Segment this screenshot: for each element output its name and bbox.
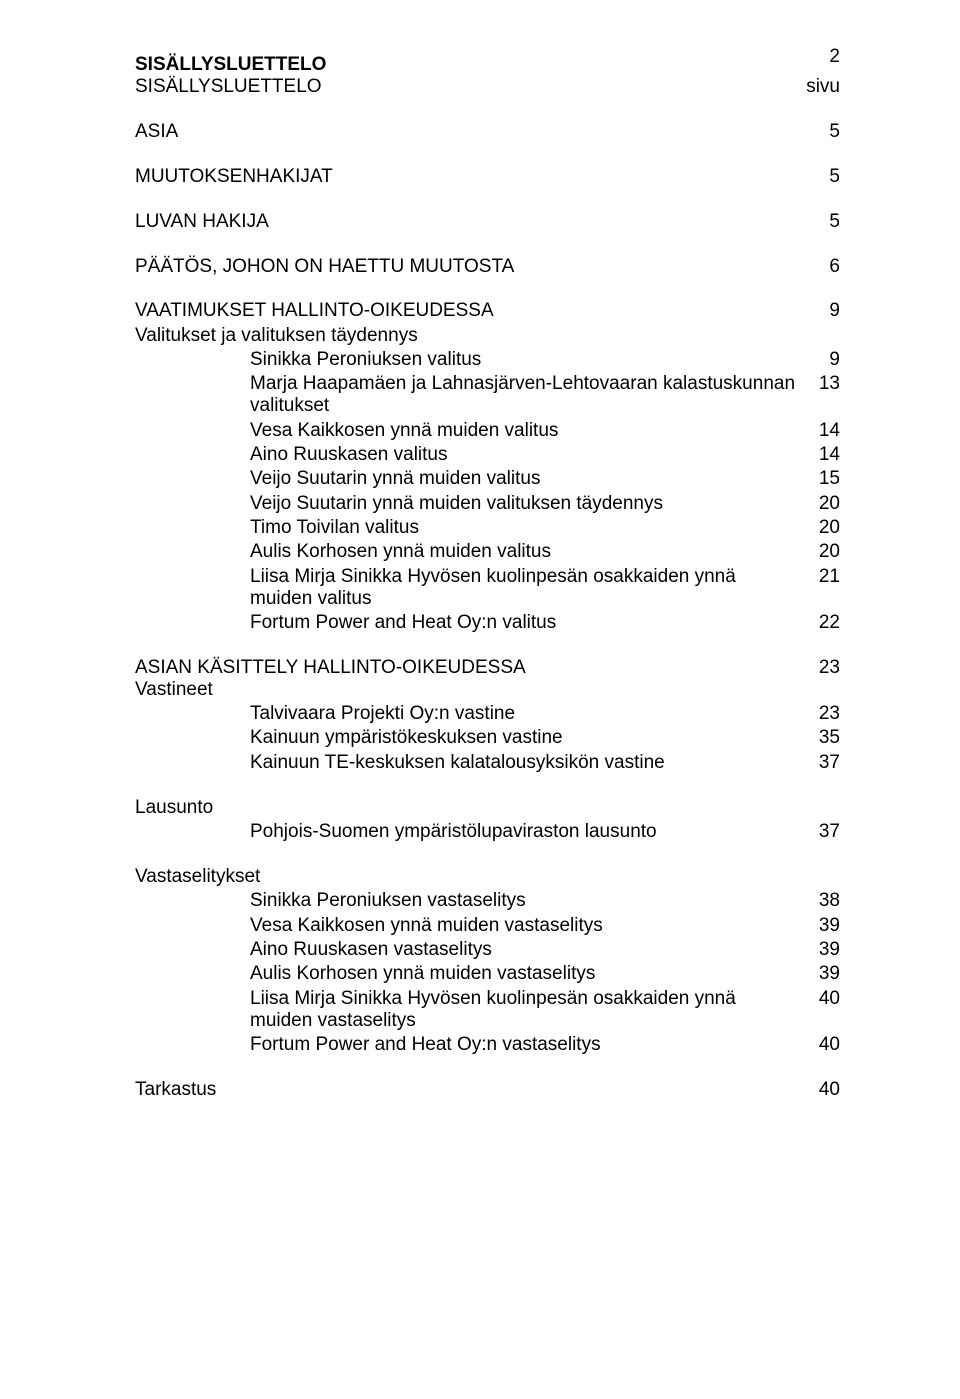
toc-label: Aino Ruuskasen valitus <box>250 444 812 466</box>
toc-page: 20 <box>812 541 840 563</box>
toc-page: 38 <box>812 890 840 912</box>
toc-page: 40 <box>812 1034 840 1056</box>
toc-label: Sinikka Peroniuksen vastaselitys <box>250 890 812 912</box>
toc-page: 5 <box>812 121 840 143</box>
toc-label: ASIAN KÄSITTELY HALLINTO-OIKEUDESSA <box>135 657 812 679</box>
toc-label: Tarkastus <box>135 1079 812 1101</box>
toc-label: Liisa Mirja Sinikka Hyvösen kuolinpesän … <box>250 566 812 610</box>
toc-page: 23 <box>812 657 840 679</box>
toc-label: Kainuun TE-keskuksen kalatalousyksikön v… <box>250 752 812 774</box>
toc-entry: Valitukset ja valituksen täydennys <box>135 325 840 347</box>
toc-page <box>812 325 840 347</box>
toc-label: Vesa Kaikkosen ynnä muiden vastaselitys <box>250 915 812 937</box>
toc-page: 40 <box>812 1079 840 1101</box>
toc-page: 20 <box>812 493 840 515</box>
toc-label: Talvivaara Projekti Oy:n vastine <box>250 703 812 725</box>
toc-entry: Fortum Power and Heat Oy:n vastaselitys … <box>250 1034 840 1056</box>
toc-label: Aulis Korhosen ynnä muiden vastaselitys <box>250 963 812 985</box>
toc-heading: SISÄLLYSLUETTELO <box>135 54 840 76</box>
sivu-label: sivu <box>806 76 840 98</box>
toc-entry: Sinikka Peroniuksen valitus 9 <box>250 349 840 371</box>
toc-page: 22 <box>812 612 840 634</box>
toc-page: 23 <box>812 703 840 725</box>
toc-page: 37 <box>812 752 840 774</box>
toc-label: Valitukset ja valituksen täydennys <box>135 325 812 347</box>
toc-label: Liisa Mirja Sinikka Hyvösen kuolinpesän … <box>250 988 812 1032</box>
toc-page: 6 <box>812 256 840 278</box>
toc-page: 21 <box>812 566 840 610</box>
toc-page: 5 <box>812 166 840 188</box>
toc-group-vastaselitykset: Vastaselitykset <box>135 866 840 888</box>
toc-entry: Aino Ruuskasen vastaselitys 39 <box>250 939 840 961</box>
toc-page: 9 <box>812 300 840 322</box>
toc-label: Veijo Suutarin ynnä muiden valitus <box>250 468 812 490</box>
toc-label: Pohjois-Suomen ympäristölupaviraston lau… <box>250 821 812 843</box>
toc-label: PÄÄTÖS, JOHON ON HAETTU MUUTOSTA <box>135 256 812 278</box>
toc-page: 39 <box>812 915 840 937</box>
toc-entry-asia: ASIA 5 <box>135 121 840 143</box>
toc-entry-muutoksenhakijat: MUUTOKSENHAKIJAT 5 <box>135 166 840 188</box>
toc-page: 5 <box>812 211 840 233</box>
toc-entry: Kainuun TE-keskuksen kalatalousyksikön v… <box>250 752 840 774</box>
toc-label: Fortum Power and Heat Oy:n valitus <box>250 612 812 634</box>
toc-page: 37 <box>812 821 840 843</box>
toc-page: 14 <box>812 444 840 466</box>
toc-entry: Kainuun ympäristökeskuksen vastine 35 <box>250 727 840 749</box>
toc-label: LUVAN HAKIJA <box>135 211 812 233</box>
toc-page: 13 <box>812 373 840 417</box>
toc-label: Marja Haapamäen ja Lahnasjärven-Lehtovaa… <box>250 373 812 417</box>
toc-entry: Vesa Kaikkosen ynnä muiden vastaselitys … <box>250 915 840 937</box>
toc-page: 40 <box>812 988 840 1032</box>
toc-entry: Aulis Korhosen ynnä muiden vastaselitys … <box>250 963 840 985</box>
toc-entry: Timo Toivilan valitus 20 <box>250 517 840 539</box>
toc-page: 35 <box>812 727 840 749</box>
toc-entry: Aino Ruuskasen valitus 14 <box>250 444 840 466</box>
toc-page: 15 <box>812 468 840 490</box>
toc-entry: Veijo Suutarin ynnä muiden valitus 15 <box>250 468 840 490</box>
toc-section-vaatimukset: VAATIMUKSET HALLINTO-OIKEUDESSA 9 Valitu… <box>135 300 840 633</box>
toc-label: VAATIMUKSET HALLINTO-OIKEUDESSA <box>135 300 812 322</box>
toc-label: ASIA <box>135 121 812 143</box>
document-page: 2 SISÄLLYSLUETTELO SISÄLLYSLUETTELO sivu… <box>0 0 960 1399</box>
toc-page: 9 <box>812 349 840 371</box>
toc-entry: Liisa Mirja Sinikka Hyvösen kuolinpesän … <box>250 988 840 1032</box>
toc-label: Veijo Suutarin ynnä muiden valituksen tä… <box>250 493 812 515</box>
toc-label: MUUTOKSENHAKIJAT <box>135 166 812 188</box>
toc-entry-asiankasittely: ASIAN KÄSITTELY HALLINTO-OIKEUDESSA 23 <box>135 657 840 679</box>
toc-entry: Talvivaara Projekti Oy:n vastine 23 <box>250 703 840 725</box>
toc-entry-paatos: PÄÄTÖS, JOHON ON HAETTU MUUTOSTA 6 <box>135 256 840 278</box>
toc-group-vastineet: Vastineet <box>135 679 840 701</box>
toc-entry-tarkastus: Tarkastus 40 <box>135 1079 840 1101</box>
toc-entry: Fortum Power and Heat Oy:n valitus 22 <box>250 612 840 634</box>
toc-entry: Sinikka Peroniuksen vastaselitys 38 <box>250 890 840 912</box>
toc-page: 39 <box>812 939 840 961</box>
toc-page: 14 <box>812 420 840 442</box>
toc-label: Fortum Power and Heat Oy:n vastaselitys <box>250 1034 812 1056</box>
toc-page: 20 <box>812 517 840 539</box>
toc-subheading: SISÄLLYSLUETTELO <box>135 76 806 98</box>
toc-entry: Veijo Suutarin ynnä muiden valituksen tä… <box>250 493 840 515</box>
toc-entry: Vesa Kaikkosen ynnä muiden valitus 14 <box>250 420 840 442</box>
toc-label: Timo Toivilan valitus <box>250 517 812 539</box>
toc-entry: Aulis Korhosen ynnä muiden valitus 20 <box>250 541 840 563</box>
toc-label: Aulis Korhosen ynnä muiden valitus <box>250 541 812 563</box>
toc-entry: Liisa Mirja Sinikka Hyvösen kuolinpesän … <box>250 566 840 610</box>
toc-label: Aino Ruuskasen vastaselitys <box>250 939 812 961</box>
toc-group-lausunto: Lausunto <box>135 797 840 819</box>
toc-entry: Pohjois-Suomen ympäristölupaviraston lau… <box>250 821 840 843</box>
toc-section-asiankasittely: ASIAN KÄSITTELY HALLINTO-OIKEUDESSA 23 V… <box>135 657 840 774</box>
toc-page: 39 <box>812 963 840 985</box>
toc-label: Vesa Kaikkosen ynnä muiden valitus <box>250 420 812 442</box>
sivu-row: SISÄLLYSLUETTELO sivu <box>135 76 840 98</box>
toc-entry: Marja Haapamäen ja Lahnasjärven-Lehtovaa… <box>250 373 840 417</box>
page-number: 2 <box>829 46 840 68</box>
toc-label: Sinikka Peroniuksen valitus <box>250 349 812 371</box>
toc-section-lausunto: Lausunto Pohjois-Suomen ympäristölupavir… <box>135 797 840 843</box>
toc-entry-vaatimukset: VAATIMUKSET HALLINTO-OIKEUDESSA 9 <box>135 300 840 322</box>
toc-label: Kainuun ympäristökeskuksen vastine <box>250 727 812 749</box>
toc-entry-luvanhakija: LUVAN HAKIJA 5 <box>135 211 840 233</box>
toc-section-vastaselitykset: Vastaselitykset Sinikka Peroniuksen vast… <box>135 866 840 1056</box>
